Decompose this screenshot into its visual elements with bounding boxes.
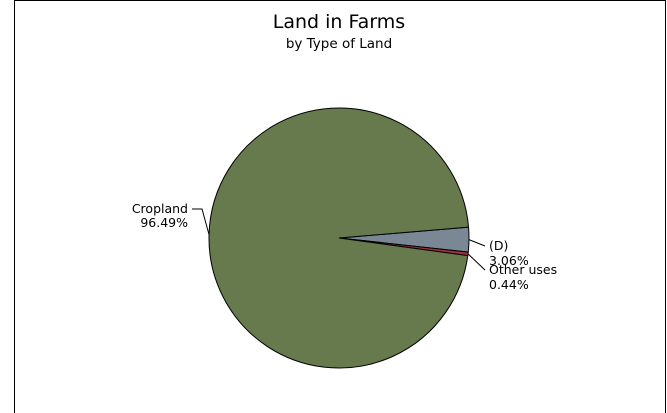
slice-label: Cropland — [132, 201, 188, 216]
leader-line — [468, 239, 486, 247]
leader-line — [467, 253, 486, 271]
slice-value-label: 0.44% — [489, 277, 529, 292]
slice-label: (D) — [489, 238, 508, 253]
slice-value-label: 3.06% — [489, 253, 529, 268]
slice-value-label: 96.49% — [140, 215, 188, 230]
chart-subtitle: by Type of Land — [286, 36, 392, 52]
leader-line — [192, 208, 210, 235]
chart-title: Land in Farms — [273, 11, 405, 33]
pie-slice-cropland — [208, 107, 470, 369]
pie-slices — [208, 107, 470, 369]
slice-label: Other uses — [489, 262, 557, 277]
